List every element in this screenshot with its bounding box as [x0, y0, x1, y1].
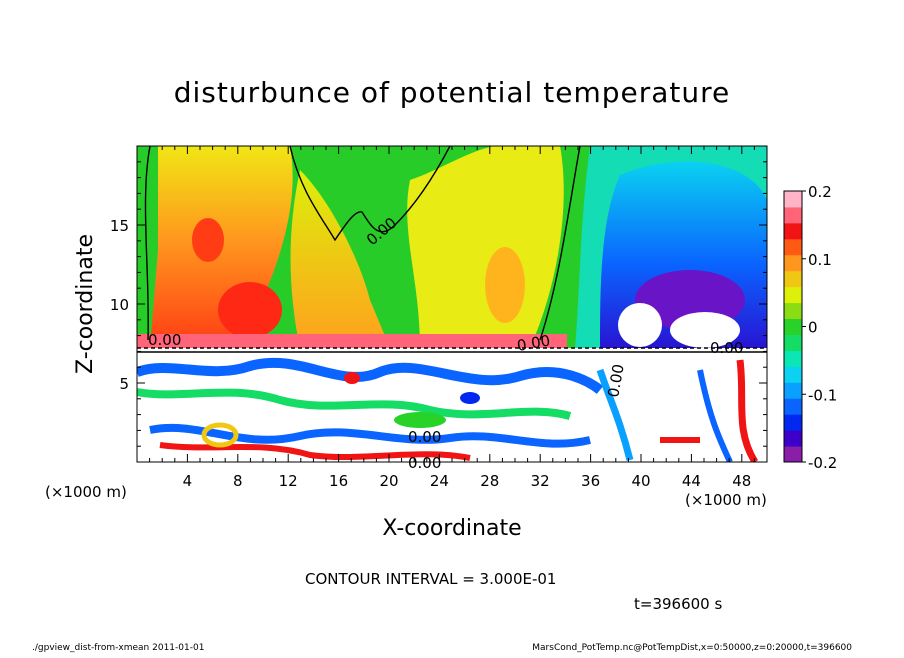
x-tick-label: 20	[379, 472, 398, 490]
colorbar-ticks: 0.2 0.1 0 -0.1 -0.2	[802, 183, 837, 472]
plot-area	[137, 146, 767, 462]
contour-label: 0.00	[408, 454, 441, 472]
contour-label: 0.00	[148, 331, 181, 349]
y-tick-label: 15	[110, 217, 129, 235]
footer-right: MarsCond_PotTemp.nc@PotTempDist,x=0:5000…	[532, 643, 852, 653]
x-tick-label: 32	[531, 472, 550, 490]
x-tick-label: 40	[631, 472, 650, 490]
warm-core-right	[485, 247, 525, 323]
warm-plume-center	[290, 170, 390, 348]
footer-left: ./gpview_dist-from-xmean 2011-01-01	[32, 643, 204, 653]
x-axis: 4 8 12 16 20 24 28 32 36 40 44 48	[149, 146, 755, 490]
y-unit-label: (×1000 m)	[45, 483, 127, 501]
x-unit-label: (×1000 m)	[685, 491, 767, 509]
colorbar-swatch	[784, 222, 802, 240]
x-axis-title: X-coordinate	[382, 516, 521, 541]
colorbar-swatch	[784, 238, 802, 256]
x-tick-label: 8	[233, 472, 243, 490]
time-text: t=396600 s	[634, 595, 722, 613]
contour-label: 0.00	[408, 428, 441, 446]
colorbar-tick-label: 0.1	[808, 251, 832, 269]
white-bubble-2	[670, 312, 740, 348]
colorbar-swatch	[784, 318, 802, 335]
contour-label: 0.00	[604, 363, 628, 399]
colorbar-tick-label: 0.2	[808, 183, 832, 201]
y-tick-label: 10	[110, 296, 129, 314]
colorbar	[784, 191, 802, 463]
warm-plume-right	[407, 146, 564, 348]
colorbar-swatch	[784, 206, 802, 224]
x-tick-label: 16	[329, 472, 348, 490]
contour-label: 0.00	[710, 339, 743, 357]
warm-core-left-low	[218, 282, 282, 338]
contour-interval-text: CONTOUR INTERVAL = 3.000E-01	[305, 570, 556, 588]
colorbar-swatch	[784, 334, 802, 351]
x-tick-label: 28	[480, 472, 499, 490]
colorbar-swatch	[784, 350, 802, 367]
colorbar-swatch	[784, 191, 802, 208]
y-axis: 5 10 15	[110, 161, 767, 447]
colorbar-swatch	[784, 366, 802, 383]
white-bubble-1	[618, 303, 662, 347]
colorbar-tick-label: -0.2	[808, 454, 837, 472]
colorbar-swatch	[784, 286, 802, 304]
x-tick-label: 44	[682, 472, 701, 490]
colorbar-swatch	[784, 254, 802, 272]
x-tick-label: 48	[732, 472, 751, 490]
colorbar-swatch	[784, 302, 802, 320]
colorbar-swatch	[784, 382, 802, 399]
colorbar-swatch	[784, 398, 802, 415]
warm-band-interface	[137, 334, 567, 348]
y-tick-label: 5	[119, 375, 129, 393]
chart-title: disturbunce of potential temperature	[174, 76, 731, 109]
colorbar-swatch	[784, 414, 802, 431]
y-axis-title: Z-coordinate	[73, 234, 98, 374]
x-tick-label: 4	[183, 472, 193, 490]
x-tick-label: 12	[279, 472, 298, 490]
colorbar-swatch	[784, 270, 802, 288]
contour-label: 0.00	[516, 331, 552, 355]
colorbar-tick-label: -0.1	[808, 386, 837, 404]
colorbar-swatch	[784, 446, 802, 463]
colorbar-swatch	[784, 430, 802, 447]
lower-turbulence	[137, 357, 759, 462]
x-tick-label: 24	[430, 472, 449, 490]
x-tick-label: 36	[581, 472, 600, 490]
warm-core-left	[192, 218, 224, 262]
zero-contours	[137, 146, 767, 353]
colorbar-tick-label: 0	[808, 319, 818, 337]
